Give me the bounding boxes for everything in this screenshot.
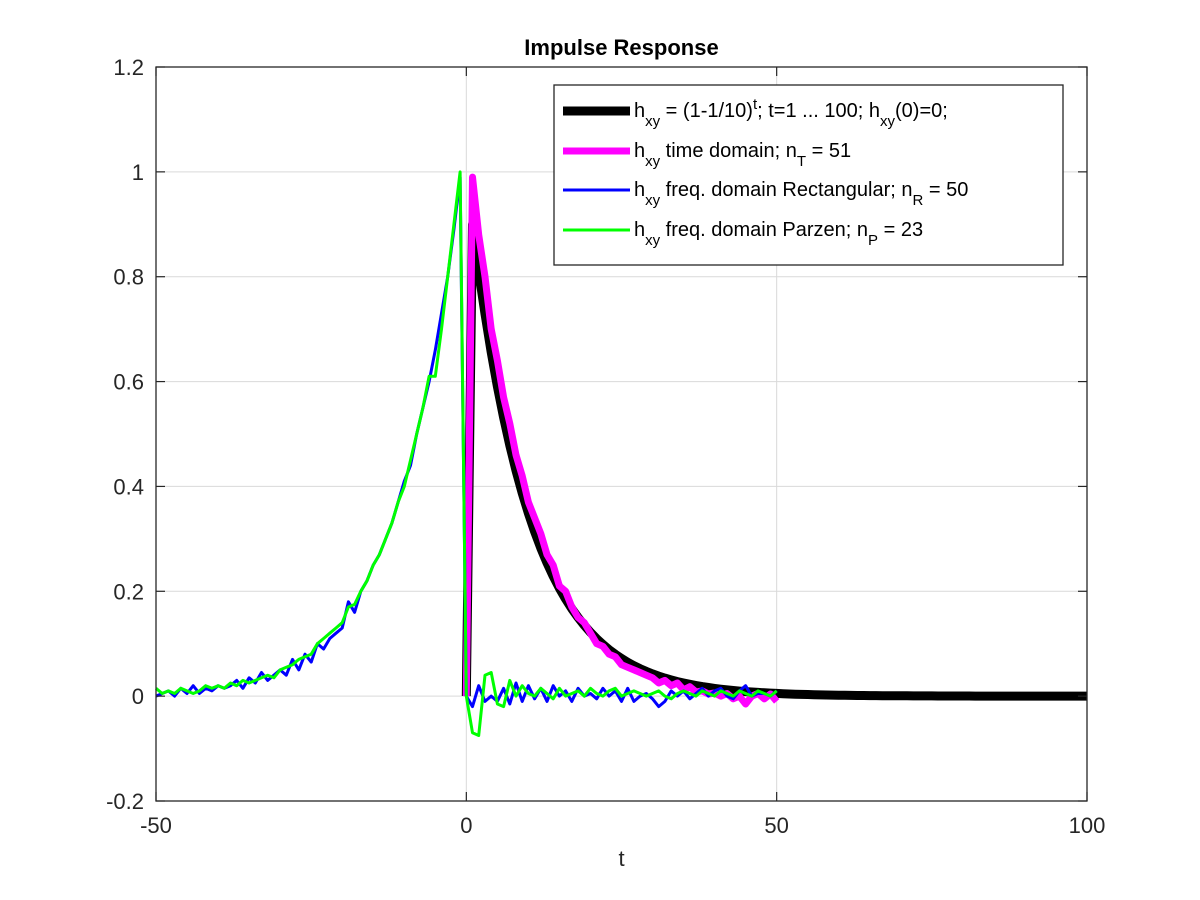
- y-tick-label: 0.8: [113, 265, 144, 290]
- y-tick-label: 0: [132, 684, 144, 709]
- axes-box: [155, 66, 1088, 802]
- y-tick-label: 1.2: [113, 55, 144, 80]
- legend-label-0: hxy = (1-1/10)t; t=1 ... 100; hxy(0)=0;: [634, 96, 948, 130]
- y-tick-label: 0.4: [113, 474, 144, 499]
- chart-title: Impulse Response: [524, 35, 718, 60]
- y-tick-label: 0.6: [113, 370, 144, 395]
- y-tick-label: 0.2: [113, 579, 144, 604]
- y-tick-label: 1: [132, 160, 144, 185]
- x-tick-label: -50: [140, 813, 172, 838]
- legend-label-2: hxy freq. domain Rectangular; nR = 50: [634, 179, 968, 209]
- legend-box: [553, 84, 1064, 266]
- legend: hxy = (1-1/10)t; t=1 ... 100; hxy(0)=0; h…: [553, 84, 1064, 266]
- x-tick-label: 50: [764, 813, 788, 838]
- x-tick-label: 0: [460, 813, 472, 838]
- x-tick-label: 100: [1069, 813, 1106, 838]
- series-layer: [155, 170, 1087, 737]
- ticks: -50 0 50 100 -0.2 0 0.2 0.4 0.6 0.8 1 1.2: [106, 55, 1105, 838]
- y-tick-label: -0.2: [106, 789, 144, 814]
- legend-label-3: hxy freq. domain Parzen; nP = 23: [634, 219, 923, 249]
- x-axis-label: t: [618, 846, 624, 871]
- legend-label-1: hxy time domain; nT = 51: [634, 140, 851, 170]
- series-line-3: [155, 170, 778, 737]
